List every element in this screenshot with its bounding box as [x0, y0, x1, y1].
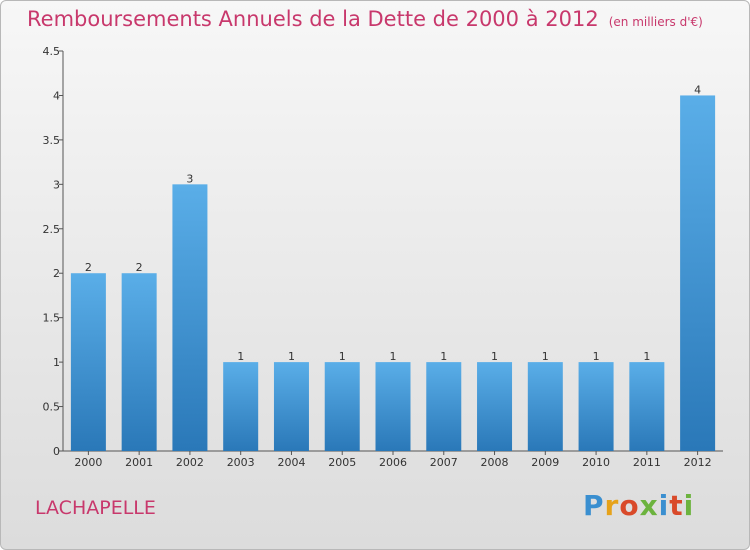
bar-2012	[680, 95, 716, 451]
y-tick-label: 1	[53, 356, 60, 369]
x-tick-label: 2001	[125, 456, 153, 469]
y-tick-label: 2.5	[43, 223, 61, 236]
chart-unit: (en milliers d'€)	[608, 15, 703, 29]
y-tick-label: 2	[53, 267, 60, 280]
place-name: LACHAPELLE	[35, 497, 156, 519]
chart-title: Remboursements Annuels de la Dette de 20…	[27, 7, 703, 31]
data-label: 1	[643, 350, 650, 363]
data-label: 1	[593, 350, 600, 363]
bar-2011	[629, 362, 665, 451]
bar-2000	[70, 273, 106, 451]
x-tick-label: 2004	[277, 456, 305, 469]
logo-letter: P	[583, 489, 605, 522]
x-tick-label: 2002	[176, 456, 204, 469]
bar-2008	[477, 362, 513, 451]
bar-2010	[578, 362, 614, 451]
data-label: 1	[491, 350, 498, 363]
data-label: 1	[288, 350, 295, 363]
bar-2009	[527, 362, 563, 451]
data-label: 1	[339, 350, 346, 363]
bar-2003	[223, 362, 259, 451]
x-tick-label: 2009	[531, 456, 559, 469]
bars	[70, 95, 716, 452]
y-tick-label: 1.5	[43, 312, 61, 325]
x-tick-label: 2003	[227, 456, 255, 469]
proxiti-logo: Proxiti	[583, 489, 694, 522]
data-label: 2	[136, 261, 143, 274]
logo-letter: r	[604, 489, 620, 522]
bar-2004	[273, 362, 309, 451]
x-tick-label: 2011	[633, 456, 661, 469]
logo-letter: x	[639, 489, 659, 522]
logo-letter: o	[619, 489, 640, 522]
bar-2007	[426, 362, 462, 451]
bar-2001	[121, 273, 157, 451]
x-tick-label: 2012	[684, 456, 712, 469]
data-label: 1	[237, 350, 244, 363]
data-label: 1	[542, 350, 549, 363]
y-tick-label: 4	[53, 89, 60, 102]
bar-2005	[324, 362, 360, 451]
data-label: 2	[85, 261, 92, 274]
data-label: 3	[186, 172, 193, 185]
logo-letter: t	[669, 489, 684, 522]
y-tick-label: 3.5	[43, 134, 61, 147]
y-tick-label: 4.5	[43, 45, 61, 58]
y-tick-label: 3	[53, 178, 60, 191]
y-tick-label: 0	[53, 445, 60, 458]
x-tick-label: 2008	[481, 456, 509, 469]
x-tick-label: 2000	[74, 456, 102, 469]
logo-letter: i	[658, 489, 670, 522]
bar-2002	[172, 184, 208, 452]
labels: 2000 2 2001 2 2002 3 2003 1 2004 1 2005 1 2006 1 2007 1…	[74, 83, 711, 469]
x-tick-label: 2006	[379, 456, 407, 469]
x-tick-label: 2010	[582, 456, 610, 469]
data-label: 1	[440, 350, 447, 363]
x-tick-label: 2005	[328, 456, 356, 469]
logo-letter: i	[683, 489, 695, 522]
chart-title-text: Remboursements Annuels de la Dette de 20…	[27, 7, 599, 31]
data-label: 1	[390, 350, 397, 363]
bar-2006	[375, 362, 411, 451]
data-label: 4	[694, 83, 701, 96]
y-tick-label: 0.5	[43, 401, 61, 414]
x-tick-label: 2007	[430, 456, 458, 469]
